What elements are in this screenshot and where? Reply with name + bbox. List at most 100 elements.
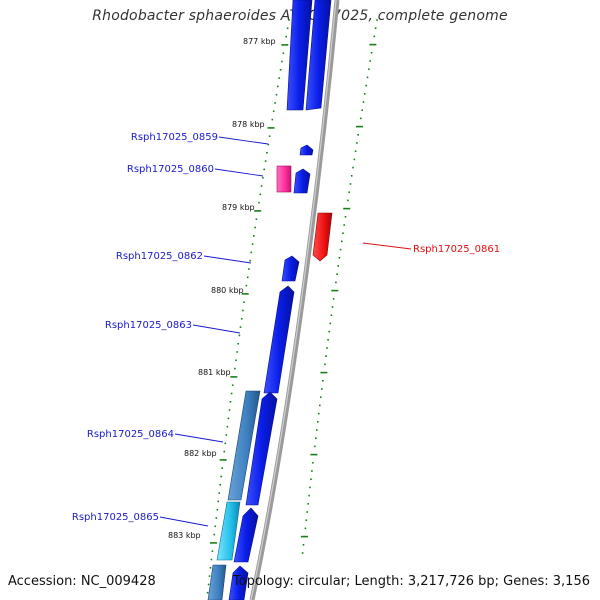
outer-scale-tick bbox=[314, 445, 316, 448]
outer-scale-tick bbox=[325, 355, 327, 357]
inner-scale-tick bbox=[254, 226, 256, 229]
inner-scale-tick bbox=[235, 359, 237, 362]
gene-label-0861[interactable]: Rsph17025_0861 bbox=[413, 244, 500, 255]
inner-scale-tick bbox=[223, 450, 226, 453]
inner-scale-tick bbox=[250, 251, 253, 254]
gene-label-0860[interactable]: Rsph17025_0860 bbox=[127, 164, 214, 175]
gene-rsph17025-0865[interactable] bbox=[216, 501, 241, 561]
inner-scale-tick bbox=[245, 284, 248, 287]
outer-scale-tick bbox=[374, 27, 377, 29]
outer-scale-tick bbox=[344, 216, 347, 218]
inner-scale-tick bbox=[259, 193, 262, 196]
outer-scale-tick bbox=[376, 19, 378, 21]
outer-scale-tick bbox=[322, 380, 324, 382]
outer-scale-tick bbox=[302, 544, 305, 546]
inner-scale-tick bbox=[211, 550, 214, 552]
gene-label-0864[interactable]: Rsph17025_0864 bbox=[87, 429, 174, 440]
outer-scale-tick bbox=[356, 125, 363, 128]
inner-scale-tick bbox=[215, 517, 218, 519]
gene-rsph17025-0860-fwd[interactable] bbox=[293, 168, 311, 194]
inner-scale-tick bbox=[226, 425, 229, 428]
gene-rsph17025-0864-block[interactable] bbox=[227, 390, 261, 501]
scale-label-882: 882 kbp bbox=[184, 449, 217, 458]
gene-block-top-right[interactable] bbox=[305, 0, 332, 111]
outer-scale-tick bbox=[318, 412, 320, 415]
gene-rsph17025-0863[interactable] bbox=[263, 285, 295, 394]
outer-scale-tick bbox=[331, 306, 334, 308]
inner-scale-tick bbox=[207, 583, 210, 586]
inner-scale-tick bbox=[274, 102, 276, 104]
outer-scale-tick bbox=[339, 248, 342, 251]
inner-scale-tick bbox=[209, 542, 217, 544]
outer-scale-tick bbox=[328, 330, 330, 333]
inner-scale-tick bbox=[275, 93, 278, 96]
gene-label-0859[interactable]: Rsph17025_0859 bbox=[131, 132, 218, 143]
inner-scale-tick bbox=[288, 19, 290, 21]
gene-rsph17025-0862[interactable] bbox=[281, 255, 300, 282]
inner-scale-tick bbox=[281, 44, 289, 46]
outer-scale-tick bbox=[364, 93, 366, 95]
outer-scale-tick bbox=[312, 462, 314, 464]
inner-scale-tick bbox=[285, 35, 287, 38]
gene-label-0862[interactable]: Rsph17025_0862 bbox=[116, 251, 203, 262]
outer-scale-tick bbox=[370, 52, 373, 54]
outer-scale-tick bbox=[300, 535, 308, 538]
scale-label-883: 883 kbp bbox=[168, 531, 201, 540]
gene-label-0863[interactable]: Rsph17025_0863 bbox=[105, 320, 192, 331]
scale-label-879: 879 kbp bbox=[222, 203, 255, 212]
outer-scale-tick bbox=[315, 437, 317, 439]
outer-scale-tick bbox=[301, 552, 304, 554]
inner-scale-tick bbox=[224, 442, 227, 445]
outer-scale-tick bbox=[335, 281, 337, 284]
outer-scale-tick bbox=[331, 289, 339, 292]
outer-scale-tick bbox=[362, 101, 365, 103]
inner-scale-tick bbox=[243, 301, 245, 303]
outer-scale-tick bbox=[317, 421, 319, 423]
inner-scale-tick bbox=[209, 567, 212, 569]
outer-scale-tick bbox=[330, 314, 333, 316]
inner-scale-tick bbox=[242, 309, 244, 312]
gene-rsph17025-0860[interactable] bbox=[276, 165, 292, 193]
outer-scale-tick bbox=[305, 519, 308, 521]
gene-bottom-fwd[interactable] bbox=[228, 565, 249, 600]
outer-scale-tick bbox=[310, 478, 312, 480]
gene-rsph17025-0859[interactable] bbox=[299, 144, 314, 156]
gene-label-0865[interactable]: Rsph17025_0865 bbox=[72, 512, 159, 523]
inner-scale-tick bbox=[281, 60, 283, 63]
gene-block-top-left[interactable] bbox=[286, 0, 313, 111]
inner-scale-tick bbox=[260, 185, 263, 187]
outer-scale-tick bbox=[366, 76, 369, 79]
gene-bottom-steel[interactable] bbox=[207, 564, 227, 600]
gene-rsph17025-0864-fwd[interactable] bbox=[245, 391, 278, 506]
outer-scale-tick bbox=[350, 175, 353, 177]
inner-scale-tick bbox=[217, 500, 219, 503]
inner-scale-tick bbox=[241, 293, 249, 295]
outer-scale-tick bbox=[304, 527, 307, 530]
inner-scale-tick bbox=[286, 27, 289, 30]
gene-rsph17025-0861[interactable] bbox=[312, 212, 333, 262]
inner-scale-tick bbox=[282, 52, 285, 54]
inner-scale-tick bbox=[277, 85, 279, 88]
outer-scale-tick bbox=[324, 363, 326, 366]
outer-scale-tick bbox=[342, 232, 344, 234]
outer-scale-tick bbox=[343, 224, 345, 226]
gene-rsph17025-0865-fwd[interactable] bbox=[233, 507, 259, 563]
inner-scale-tick bbox=[255, 218, 258, 220]
inner-scale-tick bbox=[214, 525, 217, 528]
inner-scale-tick bbox=[210, 558, 213, 561]
outer-scale-tick bbox=[320, 396, 322, 398]
outer-scale-tick bbox=[320, 371, 328, 374]
inner-scale-tick bbox=[254, 210, 262, 212]
inner-scale-tick bbox=[240, 318, 243, 320]
inner-scale-tick bbox=[278, 77, 280, 79]
outer-scale-tick bbox=[308, 494, 310, 497]
inner-scale-tick bbox=[248, 268, 250, 270]
inner-scale-tick bbox=[213, 533, 216, 536]
inner-scale-tick bbox=[225, 434, 228, 436]
outer-scale-tick bbox=[373, 35, 376, 38]
outer-scale-tick bbox=[311, 470, 313, 472]
inner-scale-tick bbox=[279, 69, 282, 71]
accession-text: Accession: NC_009428 bbox=[8, 574, 156, 589]
inner-scale-tick bbox=[219, 484, 221, 486]
genome-backbone bbox=[249, 0, 340, 600]
